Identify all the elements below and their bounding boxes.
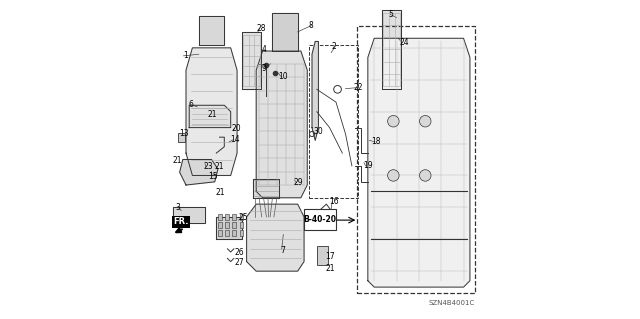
Bar — [239, 214, 243, 220]
Bar — [225, 230, 229, 236]
Bar — [218, 222, 221, 228]
Polygon shape — [242, 32, 261, 89]
Circle shape — [420, 115, 431, 127]
Text: 18: 18 — [372, 137, 381, 146]
Polygon shape — [368, 38, 470, 287]
Polygon shape — [256, 51, 307, 198]
Text: 22: 22 — [353, 83, 363, 92]
Text: 14: 14 — [230, 135, 239, 144]
Text: 13: 13 — [179, 130, 189, 138]
Text: 6: 6 — [189, 100, 193, 109]
Bar — [178, 133, 185, 142]
Text: 29: 29 — [294, 178, 303, 187]
Bar — [309, 45, 358, 198]
Text: 26: 26 — [234, 248, 244, 257]
Polygon shape — [272, 13, 298, 51]
Bar — [239, 230, 243, 236]
FancyBboxPatch shape — [304, 209, 336, 230]
Text: 2: 2 — [331, 42, 336, 51]
Bar — [319, 211, 333, 223]
Circle shape — [388, 170, 399, 181]
Polygon shape — [253, 179, 278, 198]
Polygon shape — [199, 16, 224, 45]
Bar — [218, 230, 221, 236]
Text: B-40-20: B-40-20 — [303, 215, 337, 224]
Text: 4: 4 — [262, 45, 267, 54]
Text: FR.: FR. — [173, 218, 189, 226]
Text: 5: 5 — [388, 10, 393, 19]
Text: 25: 25 — [239, 213, 248, 222]
Text: 21: 21 — [173, 156, 182, 165]
Bar — [225, 222, 229, 228]
Bar — [218, 214, 221, 220]
Text: 21: 21 — [326, 264, 335, 273]
Text: 16: 16 — [329, 197, 339, 206]
Text: 19: 19 — [363, 161, 372, 170]
Polygon shape — [186, 48, 237, 175]
Bar — [232, 230, 236, 236]
Text: 3: 3 — [176, 203, 180, 212]
Bar — [239, 222, 243, 228]
Circle shape — [388, 115, 399, 127]
Text: 27: 27 — [234, 258, 244, 267]
Polygon shape — [173, 207, 205, 223]
Bar — [232, 214, 236, 220]
Text: 10: 10 — [278, 72, 287, 81]
Text: 24: 24 — [399, 38, 409, 47]
Polygon shape — [189, 105, 230, 128]
Text: 21: 21 — [216, 188, 225, 197]
Text: 20: 20 — [231, 124, 241, 133]
Text: 1: 1 — [184, 51, 188, 60]
Polygon shape — [312, 41, 319, 140]
Circle shape — [420, 170, 431, 181]
Bar — [225, 214, 229, 220]
Text: 15: 15 — [209, 172, 218, 181]
Polygon shape — [216, 217, 242, 239]
Text: 17: 17 — [324, 252, 335, 261]
Text: 30: 30 — [313, 127, 323, 136]
Polygon shape — [246, 204, 304, 271]
Text: 9: 9 — [262, 64, 267, 73]
Text: 7: 7 — [280, 246, 285, 255]
Text: 28: 28 — [257, 24, 266, 33]
Bar — [356, 26, 475, 293]
Text: 8: 8 — [309, 21, 314, 30]
Bar — [317, 246, 328, 265]
Bar — [232, 222, 236, 228]
Text: 21: 21 — [208, 110, 217, 119]
Polygon shape — [180, 160, 218, 185]
Text: SZN4B4001C: SZN4B4001C — [428, 300, 475, 306]
Polygon shape — [382, 10, 401, 89]
Text: 23: 23 — [204, 162, 213, 171]
Text: 21: 21 — [214, 162, 223, 171]
